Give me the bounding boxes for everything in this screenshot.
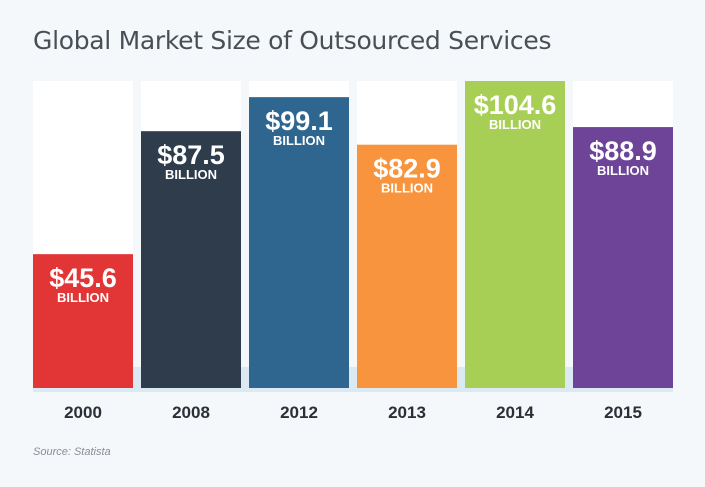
- x-tick-label: 2014: [496, 403, 534, 422]
- bar-value-label: $99.1: [265, 106, 333, 136]
- baseline-band: [33, 367, 673, 392]
- x-tick-label: 2015: [604, 403, 642, 422]
- bar: [357, 144, 457, 388]
- bar: [465, 81, 565, 388]
- bar-value-label: $104.6: [474, 90, 557, 120]
- source-note: Source: Statista: [33, 446, 111, 458]
- bar-value-label: $45.6: [49, 263, 117, 293]
- bar: [573, 127, 673, 389]
- x-tick-label: 2000: [64, 403, 102, 422]
- bar-unit-label: BILLION: [597, 163, 649, 178]
- bar-unit-label: BILLION: [489, 117, 541, 132]
- x-tick-label: 2008: [172, 403, 210, 422]
- bar-unit-label: BILLION: [273, 133, 325, 148]
- bar: [249, 97, 349, 388]
- bar-value-label: $87.5: [157, 140, 225, 170]
- x-tick-label: 2012: [280, 403, 318, 422]
- bar-unit-label: BILLION: [381, 181, 433, 196]
- bar-unit-label: BILLION: [57, 290, 109, 305]
- bar-value-label: $88.9: [589, 136, 657, 166]
- chart-title: Global Market Size of Outsourced Service…: [33, 26, 552, 55]
- bar: [33, 254, 133, 388]
- x-tick-label: 2013: [388, 403, 426, 422]
- bar: [141, 131, 241, 388]
- bar-value-label: $82.9: [373, 154, 441, 184]
- bar-unit-label: BILLION: [165, 167, 217, 182]
